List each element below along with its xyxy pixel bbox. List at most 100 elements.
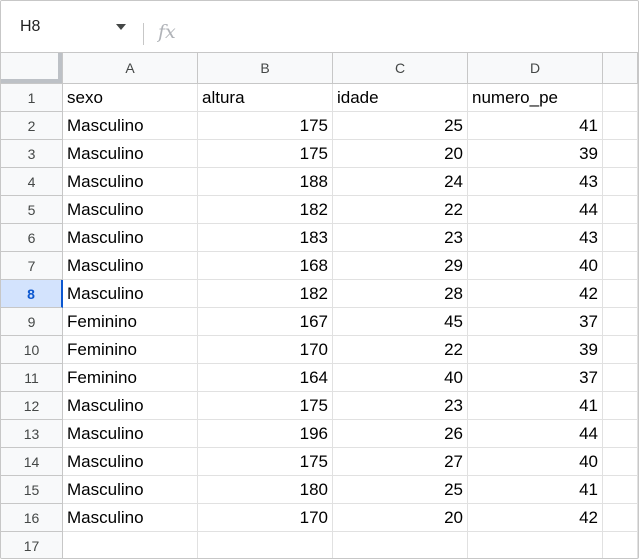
cell-d13[interactable]: 44 <box>468 420 603 448</box>
row-header-4[interactable]: 4 <box>1 168 63 196</box>
cell-b15[interactable]: 180 <box>198 476 333 504</box>
cell-c15[interactable]: 25 <box>333 476 468 504</box>
cell-d6[interactable]: 43 <box>468 224 603 252</box>
cell-d3[interactable]: 39 <box>468 140 603 168</box>
cell-extra-7[interactable] <box>603 252 638 280</box>
cell-a10[interactable]: Feminino <box>63 336 198 364</box>
column-header-d[interactable]: D <box>468 53 603 84</box>
row-header-6[interactable]: 6 <box>1 224 63 252</box>
cell-c11[interactable]: 40 <box>333 364 468 392</box>
cell-extra-15[interactable] <box>603 476 638 504</box>
column-header-a[interactable]: A <box>63 53 198 84</box>
cell-c6[interactable]: 23 <box>333 224 468 252</box>
cell-d5[interactable]: 44 <box>468 196 603 224</box>
cell-c3[interactable]: 20 <box>333 140 468 168</box>
cell-c5[interactable]: 22 <box>333 196 468 224</box>
cell-d10[interactable]: 39 <box>468 336 603 364</box>
column-header-c[interactable]: C <box>333 53 468 84</box>
cell-b12[interactable]: 175 <box>198 392 333 420</box>
cell-d7[interactable]: 40 <box>468 252 603 280</box>
column-header-extra[interactable] <box>603 53 638 84</box>
cell-c9[interactable]: 45 <box>333 308 468 336</box>
corner-freeze-handle[interactable] <box>1 53 62 83</box>
cell-extra-13[interactable] <box>603 420 638 448</box>
cell-a3[interactable]: Masculino <box>63 140 198 168</box>
row-header-8[interactable]: 8 <box>1 280 63 308</box>
cell-c12[interactable]: 23 <box>333 392 468 420</box>
column-header-b[interactable]: B <box>198 53 333 84</box>
cell-extra-5[interactable] <box>603 196 638 224</box>
cell-a16[interactable]: Masculino <box>63 504 198 532</box>
cell-c17[interactable] <box>333 532 468 558</box>
cell-a8[interactable]: Masculino <box>63 280 198 308</box>
cell-extra-16[interactable] <box>603 504 638 532</box>
cell-a2[interactable]: Masculino <box>63 112 198 140</box>
cell-extra-17[interactable] <box>603 532 638 558</box>
row-header-10[interactable]: 10 <box>1 336 63 364</box>
cell-d12[interactable]: 41 <box>468 392 603 420</box>
row-header-5[interactable]: 5 <box>1 196 63 224</box>
cell-b10[interactable]: 170 <box>198 336 333 364</box>
cell-a12[interactable]: Masculino <box>63 392 198 420</box>
select-all-corner[interactable] <box>1 53 63 84</box>
cell-c14[interactable]: 27 <box>333 448 468 476</box>
cell-extra-2[interactable] <box>603 112 638 140</box>
cell-b2[interactable]: 175 <box>198 112 333 140</box>
cell-b13[interactable]: 196 <box>198 420 333 448</box>
row-header-7[interactable]: 7 <box>1 252 63 280</box>
row-header-16[interactable]: 16 <box>1 504 63 532</box>
cell-d1[interactable]: numero_pe <box>468 84 603 112</box>
row-header-13[interactable]: 13 <box>1 420 63 448</box>
cell-c4[interactable]: 24 <box>333 168 468 196</box>
cell-extra-1[interactable] <box>603 84 638 112</box>
cell-a15[interactable]: Masculino <box>63 476 198 504</box>
row-header-14[interactable]: 14 <box>1 448 63 476</box>
formula-input[interactable] <box>191 15 631 43</box>
cell-b11[interactable]: 164 <box>198 364 333 392</box>
row-header-12[interactable]: 12 <box>1 392 63 420</box>
chevron-down-icon[interactable] <box>116 24 126 30</box>
cell-b6[interactable]: 183 <box>198 224 333 252</box>
cell-a9[interactable]: Feminino <box>63 308 198 336</box>
cell-a17[interactable] <box>63 532 198 558</box>
cell-c7[interactable]: 29 <box>333 252 468 280</box>
cell-extra-8[interactable] <box>603 280 638 308</box>
cell-d14[interactable]: 40 <box>468 448 603 476</box>
cell-a14[interactable]: Masculino <box>63 448 198 476</box>
cell-a5[interactable]: Masculino <box>63 196 198 224</box>
cell-c13[interactable]: 26 <box>333 420 468 448</box>
cell-a7[interactable]: Masculino <box>63 252 198 280</box>
cell-b5[interactable]: 182 <box>198 196 333 224</box>
cell-a4[interactable]: Masculino <box>63 168 198 196</box>
cell-b1[interactable]: altura <box>198 84 333 112</box>
cell-b9[interactable]: 167 <box>198 308 333 336</box>
cell-b3[interactable]: 175 <box>198 140 333 168</box>
row-header-2[interactable]: 2 <box>1 112 63 140</box>
cell-c8[interactable]: 28 <box>333 280 468 308</box>
cell-extra-9[interactable] <box>603 308 638 336</box>
name-box[interactable]: H8 <box>9 13 131 41</box>
cell-c16[interactable]: 20 <box>333 504 468 532</box>
cell-extra-6[interactable] <box>603 224 638 252</box>
cell-a13[interactable]: Masculino <box>63 420 198 448</box>
cell-extra-4[interactable] <box>603 168 638 196</box>
row-header-3[interactable]: 3 <box>1 140 63 168</box>
cell-d4[interactable]: 43 <box>468 168 603 196</box>
cell-c1[interactable]: idade <box>333 84 468 112</box>
row-header-15[interactable]: 15 <box>1 476 63 504</box>
cell-d11[interactable]: 37 <box>468 364 603 392</box>
cell-d17[interactable] <box>468 532 603 558</box>
cell-b16[interactable]: 170 <box>198 504 333 532</box>
row-header-1[interactable]: 1 <box>1 84 63 112</box>
cell-a1[interactable]: sexo <box>63 84 198 112</box>
cell-b7[interactable]: 168 <box>198 252 333 280</box>
cell-d8[interactable]: 42 <box>468 280 603 308</box>
cell-a6[interactable]: Masculino <box>63 224 198 252</box>
cell-d2[interactable]: 41 <box>468 112 603 140</box>
row-header-9[interactable]: 9 <box>1 308 63 336</box>
cell-extra-14[interactable] <box>603 448 638 476</box>
cell-extra-11[interactable] <box>603 364 638 392</box>
cell-extra-12[interactable] <box>603 392 638 420</box>
cell-b8[interactable]: 182 <box>198 280 333 308</box>
cell-extra-3[interactable] <box>603 140 638 168</box>
